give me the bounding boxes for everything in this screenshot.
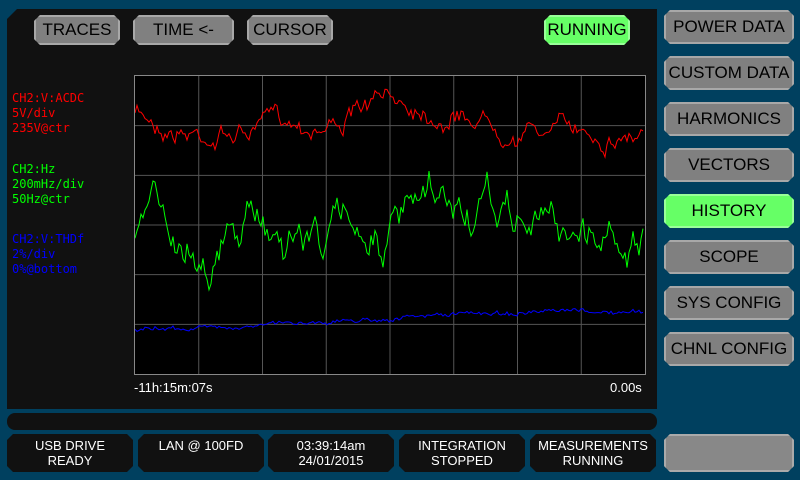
status-line: STOPPED: [431, 453, 493, 468]
sidebar-item-vectors[interactable]: VECTORS: [664, 148, 794, 182]
status-measurements[interactable]: MEASUREMENTS RUNNING: [530, 434, 656, 472]
trace-ref: 0%@bottom: [12, 262, 78, 276]
sidebar-item-sys-config[interactable]: SYS CONFIG: [664, 286, 794, 320]
status-line: 03:39:14am: [296, 438, 366, 453]
trace-label-frequency: CH2:Hz 200mHz/div 50Hz@ctr: [12, 162, 84, 207]
traces-button[interactable]: TRACES: [34, 15, 120, 45]
trace-scale: 5V/div: [12, 106, 56, 120]
plot-svg: [134, 76, 645, 374]
status-line: USB DRIVE: [34, 438, 106, 453]
frequency-trace: [134, 170, 644, 292]
status-line: READY: [47, 453, 93, 468]
sidebar-item-power-data[interactable]: POWER DATA: [664, 10, 794, 44]
trace-name: CH2:Hz: [12, 162, 56, 176]
status-lan[interactable]: LAN @ 100FD: [138, 434, 264, 472]
sidebar-item-harmonics[interactable]: HARMONICS: [664, 102, 794, 136]
sidebar-item-scope[interactable]: SCOPE: [664, 240, 794, 274]
status-line: MEASUREMENTS: [538, 438, 648, 453]
status-line: LAN @ 100FD: [158, 438, 244, 453]
trace-scale: 200mHz/div: [12, 177, 85, 191]
status-integration[interactable]: INTEGRATION STOPPED: [399, 434, 525, 472]
status-usb[interactable]: USB DRIVE READY: [7, 434, 133, 472]
trace-ref: 50Hz@ctr: [12, 192, 70, 206]
trace-scale: 2%/div: [12, 247, 56, 261]
time-start-label: -11h:15m:07s: [134, 380, 213, 395]
sidebar-item-history[interactable]: HISTORY: [664, 194, 794, 228]
cursor-button[interactable]: CURSOR: [247, 15, 333, 45]
history-plot[interactable]: [134, 75, 646, 375]
status-line: 24/01/2015: [298, 453, 364, 468]
sidebar-item-chnl-config[interactable]: CHNL CONFIG: [664, 332, 794, 366]
time-end-label: 0.00s: [610, 380, 642, 395]
time-button[interactable]: TIME <-: [133, 15, 234, 45]
sidebar-item-custom-data[interactable]: CUSTOM DATA: [664, 56, 794, 90]
running-button[interactable]: RUNNING: [544, 15, 630, 45]
trace-name: CH2:V:ACDC: [12, 91, 85, 105]
trace-label-voltage: CH2:V:ACDC 5V/div 235V@ctr: [12, 91, 84, 136]
status-line: RUNNING: [562, 453, 624, 468]
status-line: INTEGRATION: [418, 438, 506, 453]
trace-ref: 235V@ctr: [12, 121, 70, 135]
message-bar: [7, 413, 657, 430]
trace-label-thd: CH2:V:THDf 2%/div 0%@bottom: [12, 232, 84, 277]
thd-trace: [134, 308, 644, 333]
blank-button[interactable]: [664, 434, 794, 472]
trace-name: CH2:V:THDf: [12, 232, 85, 246]
voltage-trace: [134, 88, 644, 159]
status-datetime[interactable]: 03:39:14am 24/01/2015: [268, 434, 394, 472]
